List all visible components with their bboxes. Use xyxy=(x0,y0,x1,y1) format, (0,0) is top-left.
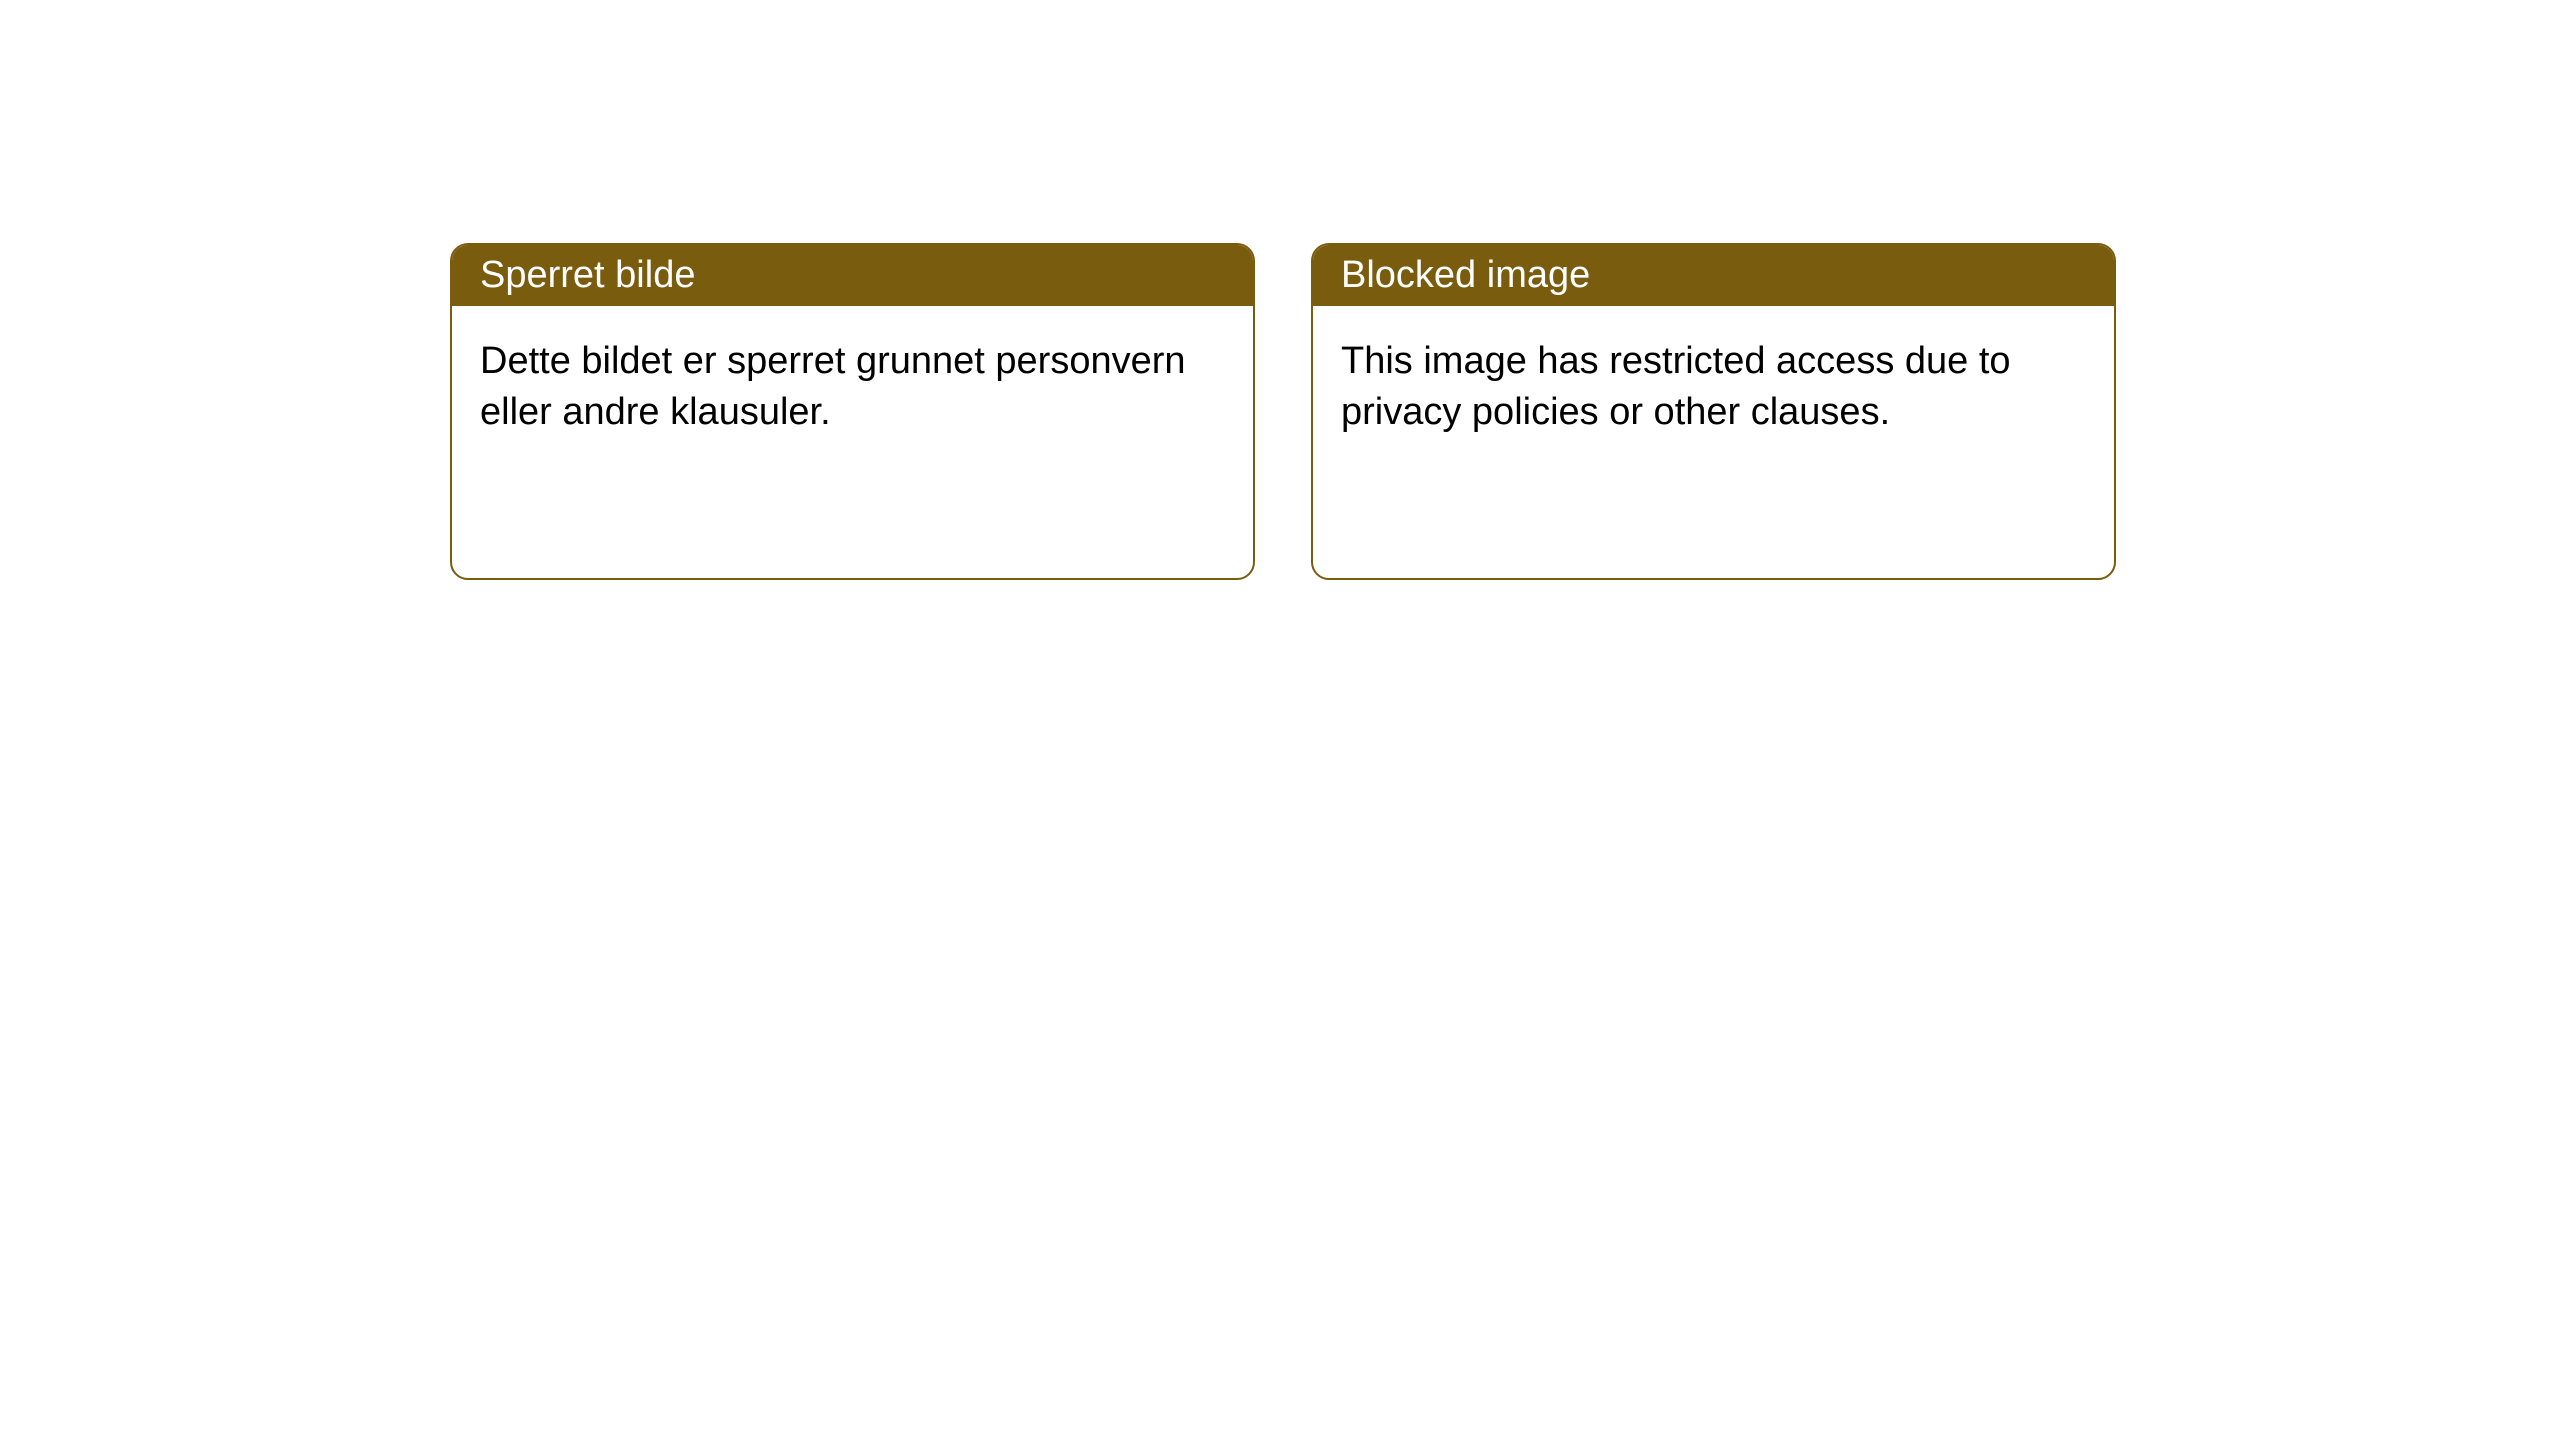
notice-container: Sperret bilde Dette bildet er sperret gr… xyxy=(450,243,2116,580)
notice-box-english: Blocked image This image has restricted … xyxy=(1311,243,2116,580)
notice-body: This image has restricted access due to … xyxy=(1313,306,2114,469)
notice-box-norwegian: Sperret bilde Dette bildet er sperret gr… xyxy=(450,243,1255,580)
notice-title: Sperret bilde xyxy=(452,245,1253,306)
notice-title: Blocked image xyxy=(1313,245,2114,306)
notice-body: Dette bildet er sperret grunnet personve… xyxy=(452,306,1253,469)
